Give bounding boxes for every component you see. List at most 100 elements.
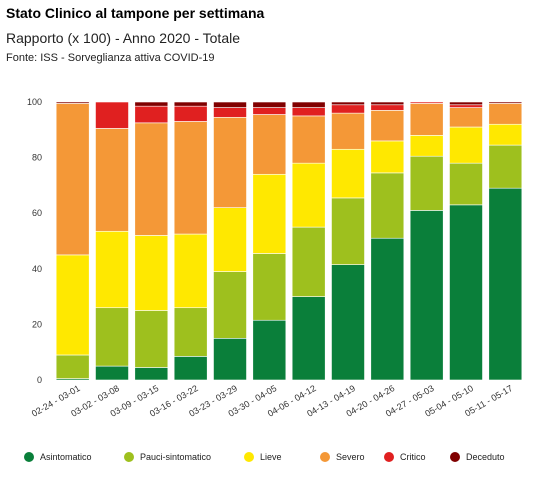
legend: Asintomatico Pauci-sintomatico Lieve Severo… — [0, 452, 540, 470]
bar-segment[interactable] — [213, 116, 247, 208]
legend-swatch — [244, 452, 254, 462]
bar-segment[interactable] — [370, 104, 405, 111]
y-tick-label: 80 — [32, 153, 42, 163]
bar-segment[interactable] — [213, 207, 247, 272]
bar-segment[interactable] — [291, 162, 326, 228]
legend-item[interactable]: Deceduto — [450, 452, 505, 462]
bar-segment[interactable] — [252, 114, 287, 175]
bar-segment[interactable] — [409, 101, 444, 104]
y-axis: 0 20 40 60 80 100 — [27, 97, 42, 385]
legend-label: Asintomatico — [40, 452, 92, 462]
bar-segment[interactable] — [213, 337, 247, 381]
bar-segment[interactable] — [95, 230, 129, 309]
legend-item[interactable]: Critico — [384, 452, 426, 462]
bar-segment[interactable] — [213, 271, 247, 339]
bar-segment[interactable] — [331, 112, 365, 150]
bar-segment[interactable] — [409, 210, 444, 381]
bar-segment[interactable] — [134, 235, 169, 311]
bar-segment[interactable] — [95, 365, 129, 381]
bar-segment[interactable] — [173, 356, 208, 381]
y-tick-label: 60 — [32, 208, 42, 218]
bars — [55, 101, 523, 381]
legend-label: Severo — [336, 452, 365, 462]
bar-segment[interactable] — [370, 237, 405, 381]
bar-segment[interactable] — [488, 103, 523, 125]
bar-segment[interactable] — [488, 101, 523, 104]
bar-segment[interactable] — [449, 107, 483, 128]
bar-segment[interactable] — [252, 253, 287, 321]
legend-item[interactable]: Severo — [320, 452, 365, 462]
bar-segment[interactable] — [370, 140, 405, 174]
bar-segment[interactable] — [449, 126, 483, 164]
bar-segment[interactable] — [449, 104, 483, 108]
y-tick-label: 20 — [32, 319, 42, 329]
bar-segment[interactable] — [449, 101, 483, 106]
bar-segment[interactable] — [55, 101, 90, 104]
bar-segment[interactable] — [252, 107, 287, 115]
bar-segment[interactable] — [173, 233, 208, 309]
bar-segment[interactable] — [291, 107, 326, 117]
bar-segment[interactable] — [331, 148, 365, 199]
bar-segment[interactable] — [291, 296, 326, 381]
bar-segment[interactable] — [488, 144, 523, 189]
bar-segment[interactable] — [134, 310, 169, 368]
legend-label: Critico — [400, 452, 426, 462]
bar-segment[interactable] — [134, 101, 169, 107]
bar-segment[interactable] — [331, 264, 365, 381]
bar-segment[interactable] — [331, 104, 365, 114]
bar-segment[interactable] — [252, 173, 287, 254]
bar-segment[interactable] — [173, 121, 208, 235]
bar-segment[interactable] — [213, 107, 247, 118]
legend-item[interactable]: Asintomatico — [24, 452, 92, 462]
bar-segment[interactable] — [488, 187, 523, 381]
bar-segment[interactable] — [409, 155, 444, 211]
y-tick-label: 40 — [32, 264, 42, 274]
bar-segment[interactable] — [173, 101, 208, 107]
bar-segment[interactable] — [331, 197, 365, 265]
legend-swatch — [320, 452, 330, 462]
bar-segment[interactable] — [449, 162, 483, 206]
legend-item[interactable]: Lieve — [244, 452, 282, 462]
bar-segment[interactable] — [370, 172, 405, 239]
y-tick-label: 100 — [27, 97, 42, 107]
bar-segment[interactable] — [134, 105, 169, 124]
chart-source: Fonte: ISS - Sorveglianza attiva COVID-1… — [6, 52, 215, 64]
bar-segment[interactable] — [331, 101, 365, 106]
bar-segment[interactable] — [55, 354, 90, 379]
bar-segment[interactable] — [449, 204, 483, 381]
y-tick-label: 0 — [37, 375, 42, 385]
bar-segment[interactable] — [252, 101, 287, 108]
legend-item[interactable]: Pauci-sintomatico — [124, 452, 211, 462]
bar-segment[interactable] — [173, 105, 208, 122]
bar-segment[interactable] — [370, 110, 405, 142]
bar-segment[interactable] — [252, 319, 287, 381]
legend-swatch — [384, 452, 394, 462]
legend-label: Pauci-sintomatico — [140, 452, 212, 462]
legend-label: Deceduto — [466, 452, 505, 462]
bar-segment[interactable] — [173, 307, 208, 357]
chart-subtitle: Rapporto (x 100) - Anno 2020 - Totale — [6, 30, 241, 46]
bar-segment[interactable] — [134, 122, 169, 236]
bar-segment[interactable] — [291, 115, 326, 164]
bar-segment[interactable] — [409, 103, 444, 136]
bar-segment[interactable] — [213, 101, 247, 108]
legend-swatch — [450, 452, 460, 462]
bar-segment[interactable] — [95, 128, 129, 232]
bar-segment[interactable] — [95, 307, 129, 367]
legend-label: Lieve — [260, 452, 282, 462]
bar-segment[interactable] — [55, 103, 90, 256]
bar-segment[interactable] — [291, 101, 326, 108]
bar-segment[interactable] — [409, 135, 444, 157]
bar-segment[interactable] — [134, 367, 169, 381]
bar-segment[interactable] — [55, 254, 90, 356]
legend-swatch — [124, 452, 134, 462]
legend-swatch — [24, 452, 34, 462]
chart-title: Stato Clinico al tampone per settimana — [6, 5, 265, 21]
bar-segment[interactable] — [95, 101, 129, 129]
bar-segment[interactable] — [488, 123, 523, 146]
bar-segment[interactable] — [291, 226, 326, 297]
bar-segment[interactable] — [370, 101, 405, 106]
